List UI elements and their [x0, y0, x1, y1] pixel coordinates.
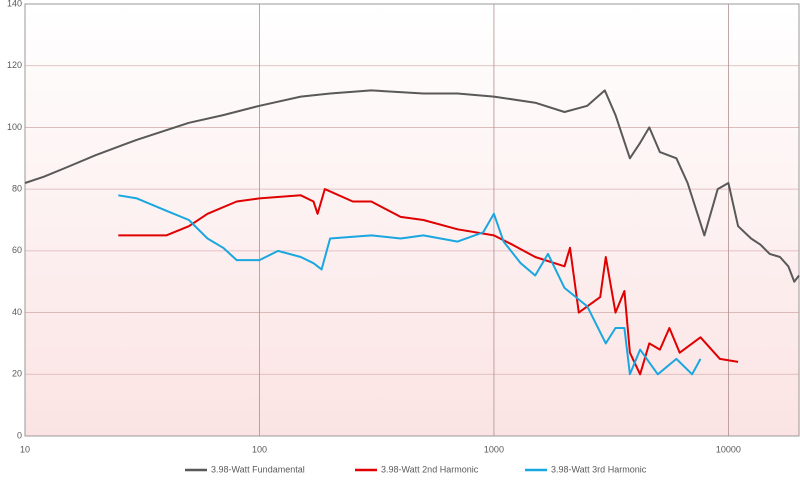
legend-label: 3.98-Watt 2nd Harmonic — [381, 464, 479, 474]
y-tick-label: 100 — [7, 122, 22, 132]
x-tick-label: 1000 — [484, 444, 504, 454]
y-tick-label: 120 — [7, 60, 22, 70]
y-tick-label: 0 — [17, 430, 22, 440]
series-line — [24, 89, 800, 283]
y-tick-label: 40 — [12, 307, 22, 317]
series-line — [118, 194, 702, 376]
x-tick-label: 100 — [252, 444, 267, 454]
plot-border — [24, 3, 800, 437]
y-tick-label: 60 — [12, 245, 22, 255]
y-tick-label: 20 — [12, 369, 22, 379]
series-line — [118, 188, 739, 376]
legend-label: 3.98-Watt Fundamental — [211, 464, 305, 474]
plot-area — [25, 4, 799, 436]
y-tick-label: 140 — [7, 0, 22, 8]
y-tick-label: 80 — [12, 184, 22, 194]
x-tick-label: 10 — [20, 444, 30, 454]
legend-label: 3.98-Watt 3rd Harmonic — [551, 464, 647, 474]
x-tick-label: 10000 — [716, 444, 741, 454]
